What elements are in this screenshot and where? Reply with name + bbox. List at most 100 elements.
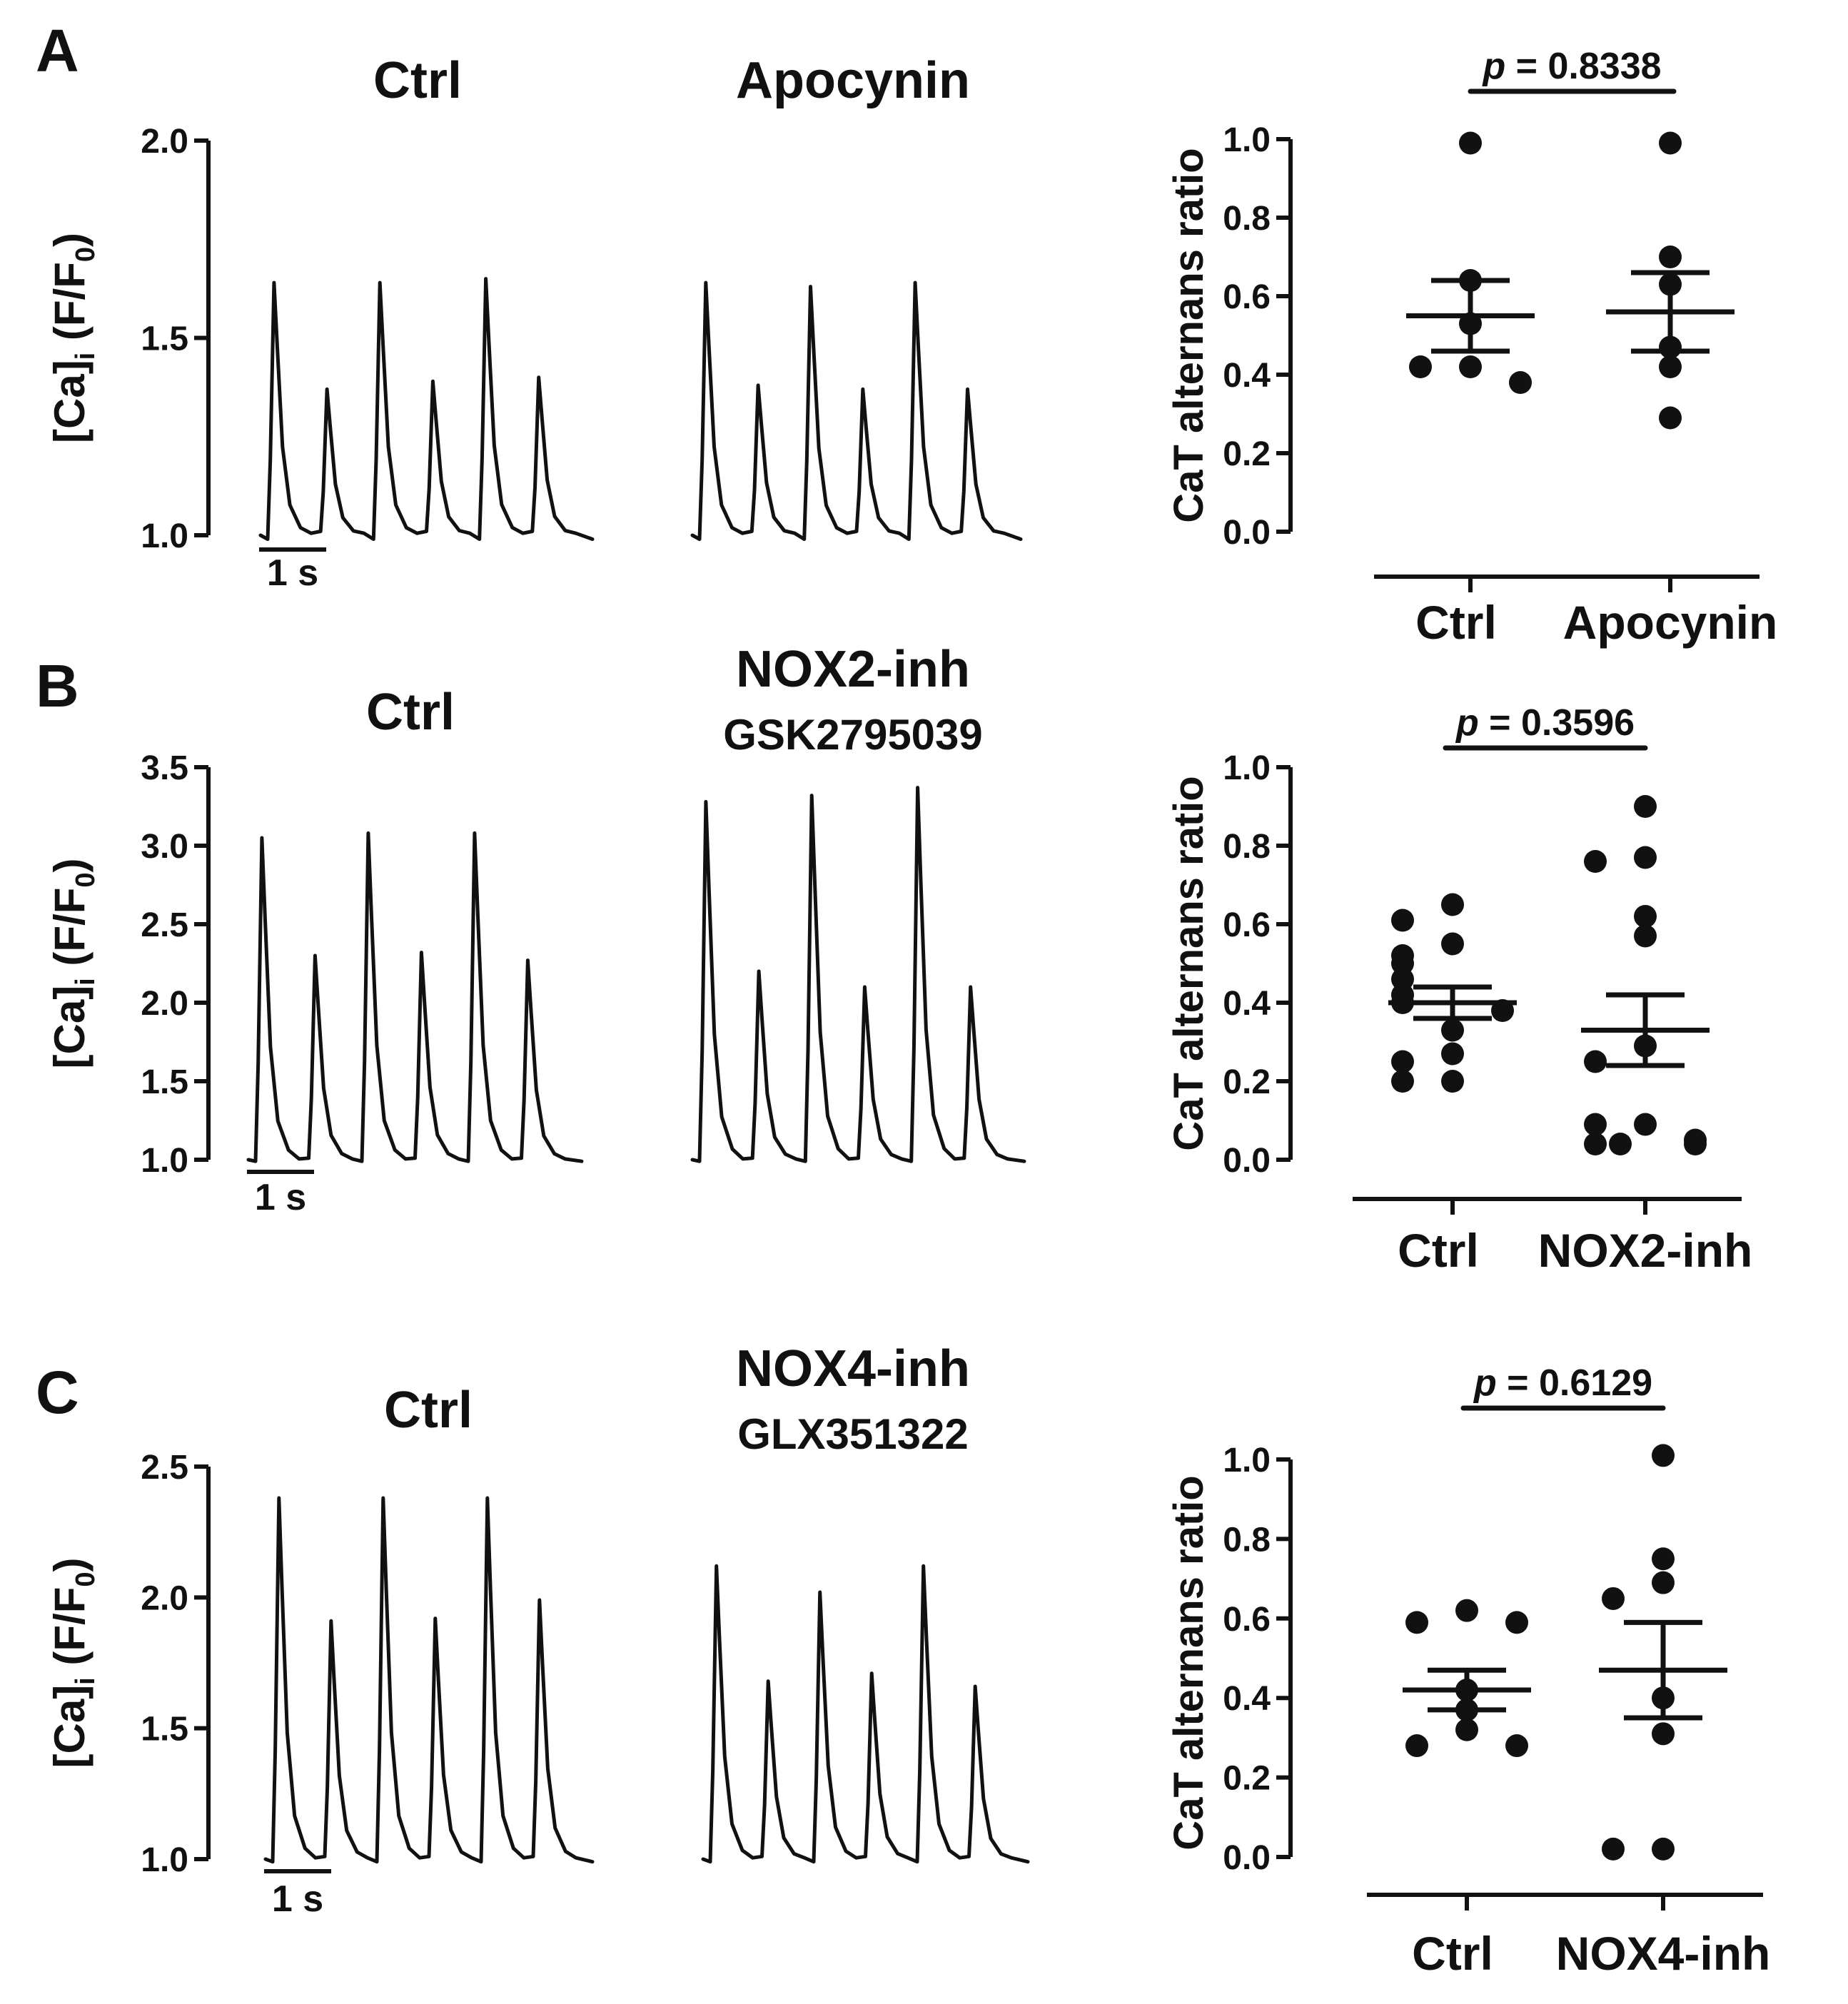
data-point	[1634, 924, 1657, 948]
data-point	[1659, 131, 1682, 155]
p-text: = 0.6129	[1497, 1362, 1652, 1404]
scatter-y-tick-label: 0.0	[1223, 1142, 1271, 1180]
scatter-y-tick-label: 0.4	[1223, 1680, 1271, 1718]
trace-y-tick-label: 2.0	[141, 985, 188, 1023]
p-label: p	[1481, 46, 1505, 87]
scatter-category-label: Ctrl	[1412, 1927, 1493, 1980]
data-point	[1505, 1734, 1528, 1758]
data-point	[1391, 952, 1414, 975]
scatter-y-tick-label: 0.6	[1223, 1601, 1271, 1639]
scale-bar-label: 1 s	[272, 1878, 323, 1920]
data-point	[1652, 1547, 1675, 1571]
scatter-y-label: CaT alternans ratio	[1166, 776, 1212, 1150]
scatter-y-tick-label: 0.0	[1223, 1839, 1271, 1877]
y-label-main: [Ca]	[46, 360, 94, 443]
data-point	[1684, 1133, 1707, 1155]
panel-c: C 1.0 1.5 2.0 2.5 [Ca]i (F/F0) Ctrl NOX4-inh GL…	[36, 1340, 1770, 1980]
trace-y-tick-label: 1.5	[141, 1711, 188, 1749]
trace-y-tick-label: 3.0	[141, 828, 188, 866]
data-point	[1505, 1611, 1528, 1634]
trace-y-label: [Ca]i (F/F0)	[46, 1558, 101, 1768]
data-point	[1634, 905, 1657, 928]
trace-title: Ctrl	[373, 52, 462, 109]
p-value: p = 0.8338	[1481, 46, 1661, 87]
trace-line	[701, 1564, 1030, 1864]
scatter-y-tick-label: 0.8	[1223, 200, 1271, 238]
trace-y-tick-label: 2.5	[141, 1449, 188, 1487]
scatter-category-label: Ctrl	[1415, 596, 1497, 649]
panel-letter: C	[36, 1359, 79, 1426]
data-point	[1584, 1113, 1607, 1136]
y-label-rest: (F/F	[46, 888, 94, 978]
trace-subtitle: GSK2795039	[723, 711, 983, 759]
data-point	[1441, 893, 1464, 916]
data-point	[1609, 1133, 1632, 1155]
trace-title: NOX4-inh	[736, 1340, 970, 1397]
panel-letter: B	[36, 652, 79, 719]
trace-subtitle: GLX351322	[737, 1410, 969, 1458]
trace-line	[258, 277, 595, 541]
scatter-category-label: NOX4-inh	[1556, 1927, 1771, 1980]
data-point	[1441, 932, 1464, 956]
scatter-y-label: CaT alternans ratio	[1166, 148, 1212, 522]
y-label-rest: )	[46, 1558, 94, 1572]
trace-y-label: [Ca]i (F/F0)	[46, 233, 101, 443]
y-label-rest: )	[46, 233, 94, 247]
trace-y-tick-label: 3.5	[141, 749, 188, 787]
data-point	[1509, 371, 1532, 394]
data-point	[1634, 1113, 1657, 1136]
data-point	[1634, 795, 1657, 818]
scatter-y-tick-label: 0.8	[1223, 1521, 1271, 1559]
y-label-sub: i	[71, 1677, 101, 1685]
y-label-main: [Ca]	[46, 986, 94, 1069]
data-point	[1584, 1050, 1607, 1073]
trace-title: NOX2-inh	[736, 641, 970, 698]
panel-b: B 1.0 1.5 2.0 2.5 3.0 3.5 [Ca]i (F/F0) Ctrl NOX2…	[36, 641, 1752, 1277]
trace-y-tick-label: 1.0	[141, 1142, 188, 1180]
data-point	[1405, 1734, 1428, 1758]
data-point	[1455, 1718, 1478, 1741]
data-point	[1409, 355, 1432, 378]
trace-y-tick-label: 2.0	[141, 1579, 188, 1617]
p-text: = 0.3596	[1479, 702, 1635, 744]
data-point	[1602, 1837, 1625, 1861]
scatter-y-tick-label: 1.0	[1223, 121, 1271, 159]
y-label-sub: 0	[71, 1572, 101, 1586]
trace-y-tick-label: 1.0	[141, 1841, 188, 1879]
data-point	[1441, 1070, 1464, 1093]
data-point	[1652, 1837, 1675, 1861]
scatter-y-tick-label: 0.4	[1223, 985, 1271, 1023]
y-label-sub: 0	[71, 247, 101, 262]
scatter-y-tick-label: 0.2	[1223, 435, 1271, 473]
scatter-category-label: NOX2-inh	[1538, 1224, 1753, 1277]
p-label: p	[1455, 702, 1479, 744]
trace-y-label: [Ca]i (F/F0)	[46, 859, 101, 1069]
data-point	[1455, 1599, 1478, 1622]
scatter-y-label: CaT alternans ratio	[1166, 1475, 1212, 1850]
panel-letter: A	[36, 17, 79, 84]
data-point	[1391, 1070, 1414, 1093]
data-point	[1602, 1586, 1625, 1610]
y-label-sub: 0	[71, 872, 101, 887]
y-label-rest: )	[46, 859, 94, 873]
scatter-y-tick-label: 0.6	[1223, 906, 1271, 944]
scatter-y-tick-label: 1.0	[1223, 749, 1271, 787]
p-value: p = 0.3596	[1455, 702, 1635, 744]
trace-line	[690, 280, 1023, 541]
scale-bar-label: 1 s	[255, 1177, 306, 1218]
data-point	[1652, 1444, 1675, 1467]
scatter-y-tick-label: 0.4	[1223, 357, 1271, 395]
p-value: p = 0.6129	[1473, 1362, 1652, 1404]
data-point	[1405, 1611, 1428, 1634]
trace-title: Apocynin	[736, 52, 970, 109]
y-label-rest: (F/F	[46, 1587, 94, 1678]
trace-line	[246, 831, 584, 1163]
y-label-main: [Ca]	[46, 1685, 94, 1768]
scatter-y-tick-label: 0.2	[1223, 1063, 1271, 1101]
data-point	[1441, 1018, 1464, 1042]
scatter-y-tick-label: 0.0	[1223, 514, 1271, 552]
y-label-rest: (F/F	[46, 262, 94, 353]
data-point	[1652, 1571, 1675, 1594]
scale-bar-label: 1 s	[267, 552, 318, 594]
panel-a: A 1.0 1.5 2.0 [Ca]i (F/F0) Ctrl Apocynin 1 s 0.…	[36, 17, 1777, 649]
